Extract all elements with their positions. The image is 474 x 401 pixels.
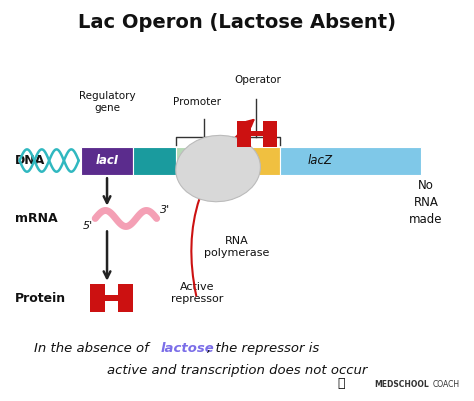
Text: active and transcription does not occur: active and transcription does not occur [107, 364, 367, 377]
Text: RNA
polymerase: RNA polymerase [204, 237, 270, 258]
Text: No
RNA
made: No RNA made [409, 178, 443, 225]
Text: In the absence of: In the absence of [34, 342, 153, 355]
Text: lacZ: lacZ [308, 154, 333, 167]
Text: DNA: DNA [15, 154, 45, 167]
Text: 3': 3' [160, 205, 171, 215]
FancyBboxPatch shape [232, 146, 280, 174]
Text: Operator: Operator [234, 75, 281, 85]
FancyBboxPatch shape [118, 284, 134, 312]
Text: COACH: COACH [432, 380, 459, 389]
FancyBboxPatch shape [280, 146, 421, 174]
Text: 5': 5' [83, 221, 93, 231]
FancyBboxPatch shape [90, 296, 134, 302]
Text: Lac Operon (Lactose Absent): Lac Operon (Lactose Absent) [78, 13, 396, 32]
FancyBboxPatch shape [237, 131, 277, 136]
Text: Regulatory
gene: Regulatory gene [79, 91, 136, 113]
FancyBboxPatch shape [133, 146, 175, 174]
FancyBboxPatch shape [90, 284, 105, 312]
Text: lacI: lacI [95, 154, 118, 167]
Text: lactose: lactose [160, 342, 214, 355]
Text: 🎓: 🎓 [337, 377, 345, 390]
Ellipse shape [176, 136, 260, 202]
Text: MEDSCHOOL: MEDSCHOOL [374, 380, 429, 389]
Text: mRNA: mRNA [15, 212, 57, 225]
Text: Protein: Protein [15, 292, 66, 305]
FancyBboxPatch shape [81, 146, 133, 174]
FancyBboxPatch shape [263, 121, 277, 146]
FancyBboxPatch shape [237, 121, 251, 146]
FancyBboxPatch shape [175, 146, 232, 174]
Text: Active
repressor: Active repressor [171, 282, 223, 304]
Text: Promoter: Promoter [173, 97, 221, 107]
Text: , the repressor is: , the repressor is [207, 342, 319, 355]
